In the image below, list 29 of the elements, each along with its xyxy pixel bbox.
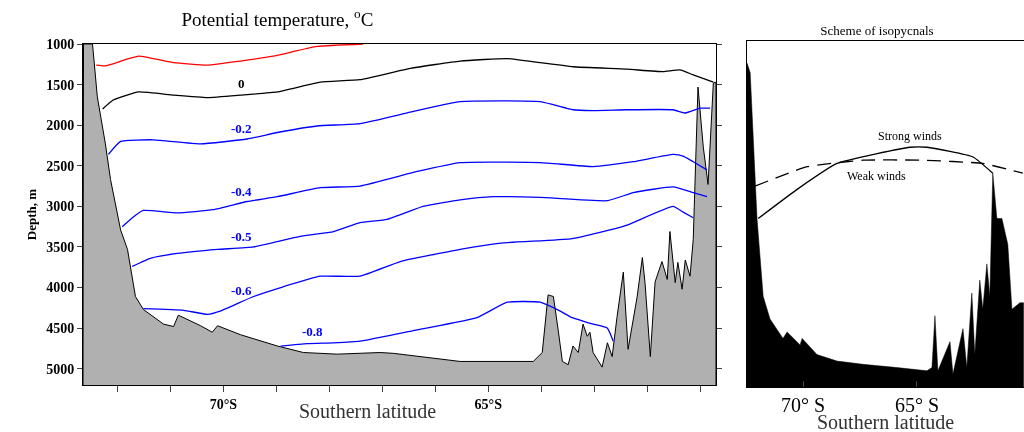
series-label: -0.4 [231, 184, 253, 199]
y-tick-label: 4500 [46, 321, 75, 337]
y-tick-label: 1500 [46, 77, 75, 93]
y-tick-label: 2500 [46, 158, 75, 174]
y-tick-label: 4000 [46, 280, 75, 296]
series-label: -0.5 [231, 229, 253, 244]
series-label: -0.8 [302, 324, 324, 339]
chart-title: Scheme of isopycnals [820, 22, 934, 38]
chart-title: Potential temperature, $^{o}$C [181, 6, 374, 31]
x-tick-label: 65°S [474, 396, 503, 412]
series-label: Weak winds [847, 169, 907, 183]
x-axis-title: Southern latitude [299, 400, 437, 422]
y-tick-label: 5000 [46, 361, 75, 377]
y-tick-label: 1000 [46, 36, 75, 52]
line-series [279, 300, 614, 347]
line-series [142, 205, 694, 316]
y-tick-label: 2000 [46, 118, 75, 134]
series-label: -0.6 [231, 283, 253, 298]
y-tick-label: 3500 [46, 239, 75, 255]
x-tick-label: 70°S [209, 396, 238, 412]
line-series [131, 186, 708, 268]
y-axis-title: Depth, m [24, 188, 40, 241]
line-series [95, 44, 364, 67]
series-label: -0.2 [231, 121, 252, 136]
y-tick-label: 3000 [46, 199, 75, 215]
series-label: 0 [238, 76, 245, 91]
line-series [107, 100, 711, 156]
series-label: Strong winds [878, 129, 942, 143]
line-series [121, 153, 708, 228]
